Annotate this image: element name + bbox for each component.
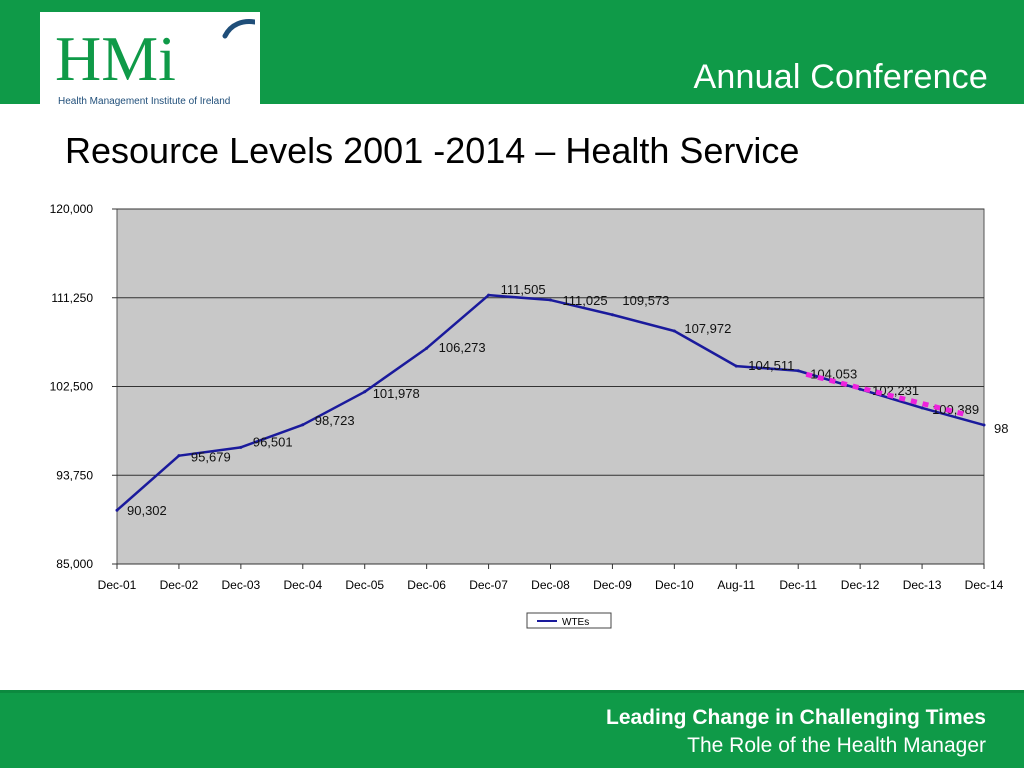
x-tick-label: Dec-14 xyxy=(965,578,1004,592)
y-tick-label: 111,250 xyxy=(51,291,93,305)
data-label: 109,573 xyxy=(622,293,669,308)
data-label: 90,302 xyxy=(127,503,167,518)
x-tick-label: Dec-12 xyxy=(841,578,880,592)
trend-line-dotted xyxy=(805,371,968,418)
data-label: 102,231 xyxy=(872,383,919,398)
x-tick-label: Dec-06 xyxy=(407,578,446,592)
data-label: 98,723 xyxy=(315,413,355,428)
data-point xyxy=(177,454,181,458)
data-point xyxy=(858,387,862,391)
data-point xyxy=(549,298,552,302)
data-label: 107,972 xyxy=(684,321,731,336)
legend-label: WTEs xyxy=(562,617,589,628)
data-point xyxy=(301,423,305,427)
data-label: 98 xyxy=(994,421,1008,436)
data-point xyxy=(610,313,614,317)
x-tick-label: Dec-04 xyxy=(283,578,322,592)
data-point xyxy=(672,329,676,333)
data-point xyxy=(920,406,924,410)
logo: HMi Health Management Institute of Irela… xyxy=(40,12,260,107)
data-label: 111,025 xyxy=(563,293,608,308)
slide-title: Resource Levels 2001 -2014 – Health Serv… xyxy=(65,130,800,171)
line-chart: 85,000 93,750 102,500 111,250 120,000 Dec-01 D… xyxy=(50,202,1008,629)
data-point xyxy=(239,445,243,449)
data-point xyxy=(796,369,800,373)
data-label: 111,505 xyxy=(501,282,546,297)
data-point xyxy=(734,364,738,368)
footer-tagline: Leading Change in Challenging Times xyxy=(606,706,986,729)
logo-text: Health Management Institute of Ireland xyxy=(58,96,231,107)
footer-rule xyxy=(0,690,1024,693)
y-tick-label: 85,000 xyxy=(56,557,93,571)
conference-title: Annual Conference xyxy=(693,58,988,96)
hmi-logo-icon: HMi xyxy=(55,19,255,94)
data-point xyxy=(115,508,119,512)
data-point xyxy=(487,293,491,297)
x-tick-label: Dec-03 xyxy=(222,578,261,592)
x-tick-label: Dec-10 xyxy=(655,578,694,592)
y-tick-label: 102,500 xyxy=(50,380,94,394)
x-tick-label: Aug-11 xyxy=(717,578,755,592)
x-tick-label: Dec-07 xyxy=(469,578,508,592)
data-label: 100,389 xyxy=(932,402,979,417)
footer-band: Leading Change in Challenging Times The … xyxy=(0,690,1024,768)
data-label: 101,978 xyxy=(373,386,420,401)
x-tick-label: Dec-05 xyxy=(345,578,384,592)
y-tick-label: 93,750 xyxy=(56,468,93,482)
x-tick-label: Dec-08 xyxy=(531,578,570,592)
data-label: 96,501 xyxy=(253,434,293,449)
x-tick-label: Dec-01 xyxy=(98,578,137,592)
footer-subtitle: The Role of the Health Manager xyxy=(687,734,986,757)
data-point xyxy=(363,390,367,394)
data-point xyxy=(425,346,429,350)
data-label: 106,273 xyxy=(439,340,486,355)
data-label: 104,511 xyxy=(748,358,794,373)
x-tick-label: Dec-09 xyxy=(593,578,632,592)
x-tick-label: Dec-11 xyxy=(779,578,817,592)
legend-box xyxy=(526,612,612,629)
y-tick-label: 120,000 xyxy=(50,202,94,216)
x-tick-label: Dec-13 xyxy=(903,578,942,592)
data-point xyxy=(982,423,986,427)
data-label: 95,679 xyxy=(191,450,231,465)
logo-letters: HMi xyxy=(55,23,176,94)
x-tick-label: Dec-02 xyxy=(160,578,199,592)
